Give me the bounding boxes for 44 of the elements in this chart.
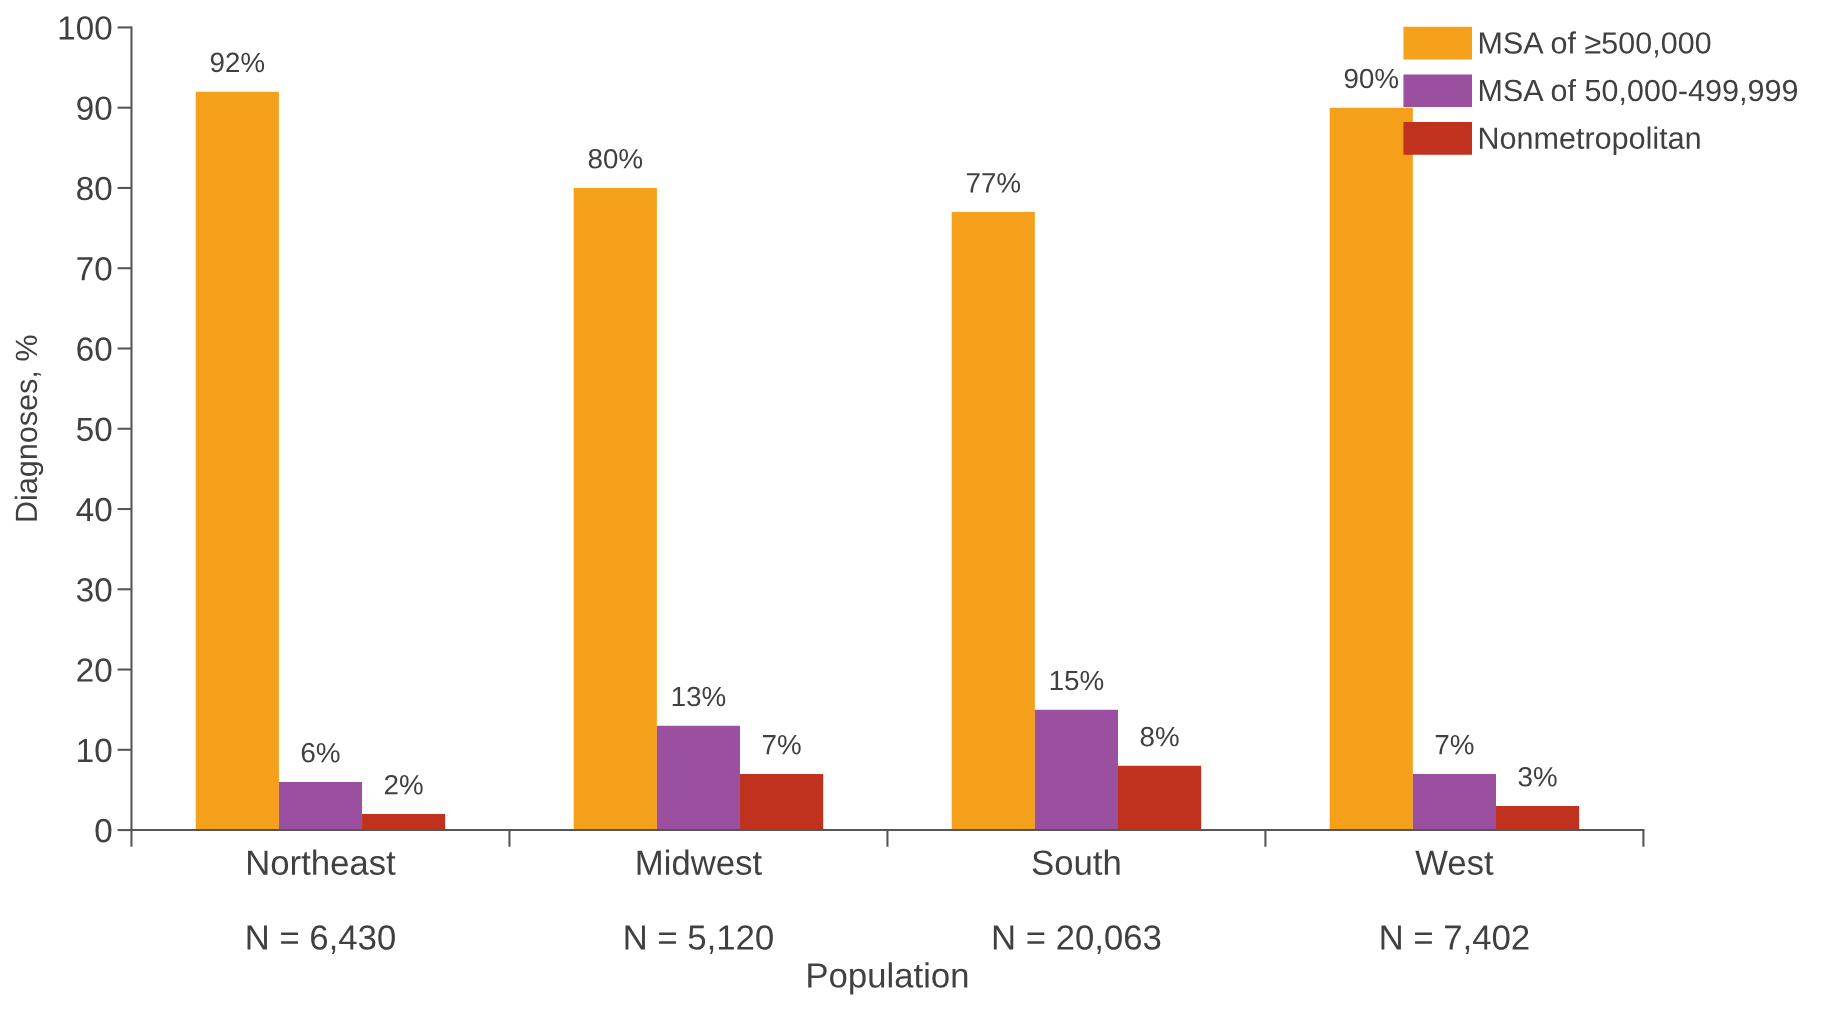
data-label: 77% (966, 173, 1021, 193)
data-label: 7% (762, 734, 801, 755)
data-label: 80% (588, 148, 643, 169)
y-tick-label: 70 (77, 257, 112, 281)
y-tick-label: 60 (77, 337, 112, 361)
category-label: South N = 20,063 (993, 849, 1161, 954)
y-tick-label: 90 (77, 96, 112, 121)
y-tick-label: 10 (78, 738, 112, 763)
bar (1412, 773, 1496, 831)
category-label: Midwest N = 5,120 (625, 849, 773, 954)
legend-label: Nonmetropolitan (1479, 126, 1700, 155)
y-tick-label: 40 (76, 497, 112, 522)
bar (1495, 805, 1580, 831)
y-tick-label: 30 (76, 578, 112, 602)
data-label: 3% (1518, 766, 1557, 787)
legend-label: MSA of ≥500,000 (1479, 31, 1711, 58)
legend-label: MSA of 50,000-499,999 (1479, 78, 1798, 105)
data-label: 90% (1344, 68, 1399, 89)
data-label: 2% (384, 774, 423, 795)
y-tick-label: 50 (76, 417, 112, 442)
data-label: 7% (1435, 734, 1474, 755)
category-label: West N = 7,402 (1381, 850, 1529, 954)
bar (362, 814, 446, 831)
bar (573, 187, 657, 831)
data-label: 8% (1140, 726, 1179, 747)
data-label: 92% (210, 52, 265, 73)
y-tick-label: 80 (77, 176, 112, 201)
bar (278, 781, 363, 831)
category-label: Northeast N = 6,430 (247, 849, 396, 954)
y-tick-label: 100 (59, 16, 112, 40)
bar (951, 212, 1035, 831)
bar (195, 91, 279, 831)
bar (740, 773, 824, 831)
y-tick-label: 0 (95, 818, 112, 843)
bar (1329, 107, 1413, 831)
data-label: 15% (1050, 670, 1104, 691)
data-label: 6% (301, 742, 340, 763)
y-tick-label: 20 (77, 658, 112, 682)
data-label: 13% (672, 686, 726, 707)
bar (1034, 709, 1119, 831)
bar (1118, 765, 1202, 831)
y-axis-title: Diagnoses, % (14, 335, 44, 521)
x-axis-title: Population (808, 962, 968, 995)
bar (656, 725, 741, 831)
